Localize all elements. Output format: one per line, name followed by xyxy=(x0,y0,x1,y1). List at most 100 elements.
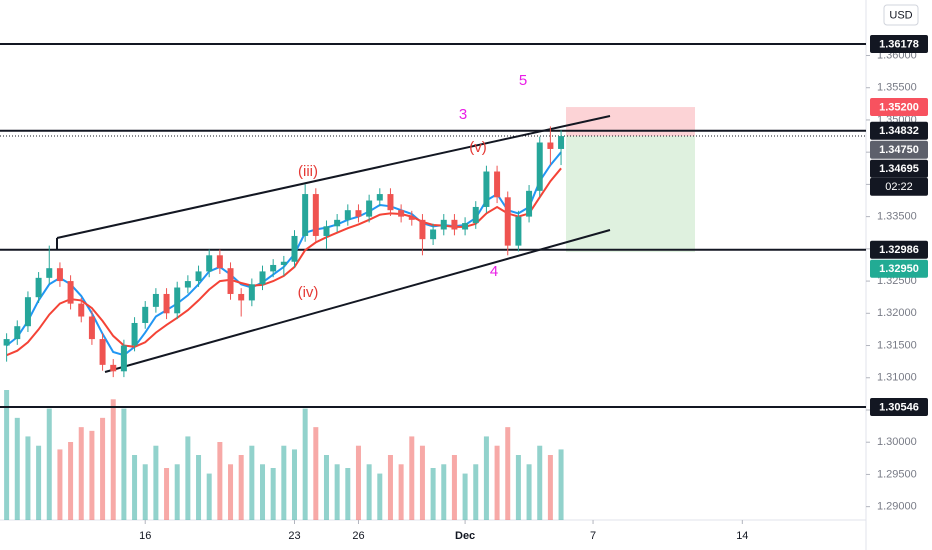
volume-bar xyxy=(25,436,31,520)
countdown: 02:22 xyxy=(885,181,913,193)
volume-bar xyxy=(409,436,415,520)
price-badge xyxy=(870,159,928,178)
candle-body xyxy=(430,229,437,240)
candle-body xyxy=(387,194,394,211)
volume-bar xyxy=(483,436,489,520)
volume-bar xyxy=(398,464,404,520)
price-badge xyxy=(870,398,928,417)
currency[interactable]: USD xyxy=(889,9,912,21)
volume-bar xyxy=(515,455,521,520)
volume-bar xyxy=(505,427,511,520)
candle-body xyxy=(56,268,63,282)
price-badge xyxy=(870,259,928,278)
volume-bar xyxy=(526,464,532,520)
price-badge-label: 1.30546 xyxy=(879,401,919,413)
candle-body xyxy=(110,364,117,372)
price-badge xyxy=(870,140,928,159)
volume-bar xyxy=(558,449,564,520)
candle-body xyxy=(67,281,74,304)
wave-label: 5 xyxy=(519,72,527,89)
candle-body xyxy=(3,339,10,346)
volume-bar xyxy=(228,464,234,520)
volume-bar xyxy=(121,408,127,520)
x-tick-label: 16 xyxy=(139,530,151,542)
candle-body xyxy=(131,322,138,346)
price-badge-label: 1.32986 xyxy=(879,244,919,256)
wave-label: (iv) xyxy=(298,284,319,301)
candle-body xyxy=(216,255,223,269)
candle-body xyxy=(302,194,309,236)
y-tick-label: 1.31000 xyxy=(877,372,917,384)
candle-body xyxy=(323,226,330,236)
volume-bar xyxy=(345,468,351,520)
candle-body xyxy=(536,142,543,191)
y-tick-label: 1.31500 xyxy=(877,339,917,351)
candle-body xyxy=(494,171,501,198)
price-badge xyxy=(870,35,928,54)
price-badge-label: 1.35200 xyxy=(879,101,919,113)
volume-bar xyxy=(238,455,244,520)
candle-body xyxy=(526,190,533,217)
target-zone xyxy=(566,136,695,253)
candle-body xyxy=(291,235,298,262)
candle-body xyxy=(398,210,405,217)
volume-bar xyxy=(355,445,361,520)
volume-bar xyxy=(206,473,212,520)
candle-body xyxy=(99,339,106,365)
candle-body xyxy=(440,219,447,230)
candle-body xyxy=(35,277,42,298)
y-tick-label: 1.32000 xyxy=(877,307,917,319)
price-badge xyxy=(870,240,928,259)
price-badge xyxy=(870,121,928,140)
volume-bar xyxy=(132,455,138,520)
candle-body xyxy=(248,284,255,301)
volume-bar xyxy=(68,442,74,520)
volume-bar xyxy=(57,449,63,520)
candle-body xyxy=(259,271,266,285)
y-tick-label: 1.33500 xyxy=(877,211,917,223)
wave-label: (v) xyxy=(469,139,487,156)
x-tick-label: 26 xyxy=(352,530,364,542)
candle-body xyxy=(163,293,170,314)
volume-bar xyxy=(153,445,159,520)
candle-body xyxy=(483,171,490,207)
price-badge-label: 1.34695 xyxy=(879,163,919,175)
candle-body xyxy=(24,297,31,327)
volume-bar xyxy=(196,455,202,520)
candle-body xyxy=(46,268,53,278)
candle-body xyxy=(174,287,181,314)
candle-body xyxy=(142,306,149,323)
x-tick-label: 14 xyxy=(736,530,748,542)
volume-bar xyxy=(249,445,255,520)
volume-bar xyxy=(494,445,500,520)
candle-body xyxy=(462,223,469,230)
currency-button[interactable] xyxy=(883,4,919,26)
volume-bar xyxy=(323,455,329,520)
plot: 5 3(v) (iii) (iv) 4 xyxy=(0,43,866,520)
price-badge-label: 1.34832 xyxy=(879,125,919,137)
candle-body xyxy=(366,200,373,217)
volume-bar xyxy=(164,468,170,520)
y-tick-label: 1.29500 xyxy=(877,468,917,480)
volume-bar xyxy=(4,390,10,520)
volume-bar xyxy=(451,455,457,520)
candle-body xyxy=(472,206,479,224)
channel-lower xyxy=(104,229,611,373)
y-tick-label: 1.29000 xyxy=(877,501,917,513)
candle-body xyxy=(419,219,426,240)
wave-label: 4 xyxy=(490,263,498,280)
candle-body xyxy=(227,268,234,294)
candle-body xyxy=(451,219,458,230)
candle-body xyxy=(120,345,127,372)
price-badge xyxy=(870,98,928,117)
y-tick-label: 1.30000 xyxy=(877,436,917,448)
volume-bar xyxy=(89,430,95,520)
volume-bar xyxy=(185,436,191,520)
volume-bar xyxy=(174,464,180,520)
wave-label: (iii) xyxy=(298,163,318,180)
price-badge-label: 1.34750 xyxy=(879,144,919,156)
volume-bar xyxy=(302,408,308,520)
price-badge-label: 1.32950 xyxy=(879,263,919,275)
